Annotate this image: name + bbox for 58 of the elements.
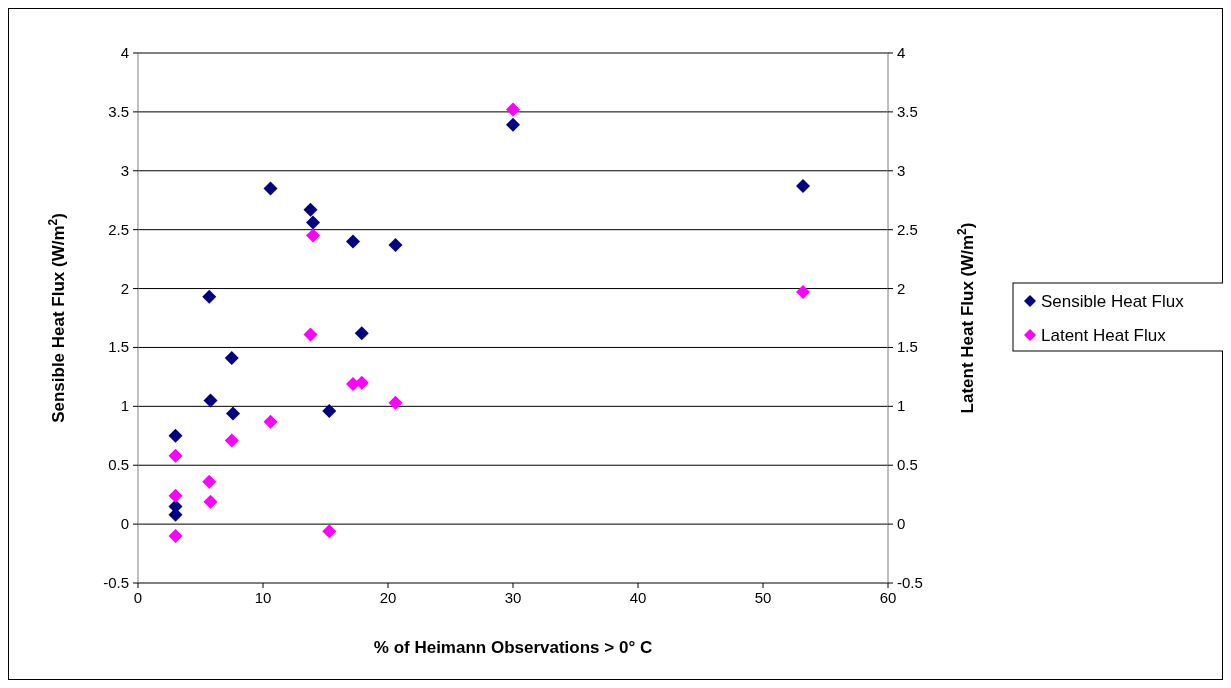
y-tick-label: -0.5 bbox=[103, 574, 129, 591]
point bbox=[322, 524, 337, 539]
y2-tick-label: 2 bbox=[897, 279, 906, 297]
y2-tick-label: 3.5 bbox=[897, 102, 918, 120]
point bbox=[796, 179, 810, 194]
y2-tick-label: 0.5 bbox=[897, 456, 918, 474]
point bbox=[224, 433, 239, 448]
y-tick-label: 0 bbox=[120, 515, 129, 533]
point bbox=[306, 215, 320, 230]
point bbox=[263, 414, 278, 429]
point bbox=[168, 488, 183, 503]
y-tick-label: 4 bbox=[120, 44, 129, 61]
y-tick-label: 2 bbox=[120, 279, 129, 297]
point bbox=[203, 393, 218, 408]
y2-tick-label: 3 bbox=[897, 161, 906, 179]
y2-tick-label: 1.5 bbox=[897, 338, 918, 356]
x-axis-title: % of Heimann Observations > 0° C bbox=[373, 638, 653, 657]
point bbox=[168, 428, 183, 443]
point bbox=[303, 202, 318, 217]
point bbox=[354, 326, 369, 341]
y2-tick-label: 2.5 bbox=[897, 220, 918, 238]
point bbox=[354, 375, 369, 390]
y-tick-label: 3.5 bbox=[108, 102, 129, 120]
x-tick-label: 60 bbox=[879, 589, 897, 606]
y-tick-label: 1 bbox=[120, 397, 129, 415]
y-tick-label: 3 bbox=[120, 161, 129, 179]
y2-tick-label: 1 bbox=[897, 397, 906, 415]
point bbox=[224, 351, 239, 366]
y2-tick-label: 4 bbox=[897, 44, 906, 61]
point bbox=[263, 181, 278, 196]
point bbox=[506, 102, 520, 117]
x-tick-label: 10 bbox=[254, 589, 272, 606]
x-tick-label: 0 bbox=[133, 589, 143, 606]
point bbox=[303, 327, 318, 342]
point bbox=[203, 494, 218, 509]
point bbox=[796, 285, 810, 300]
point bbox=[346, 234, 360, 249]
x-tick-label: 50 bbox=[754, 589, 772, 606]
point bbox=[388, 237, 403, 252]
y-tick-label: 0.5 bbox=[108, 456, 129, 474]
point bbox=[202, 289, 217, 304]
y2-tick-label: -0.5 bbox=[897, 574, 923, 591]
point bbox=[168, 528, 183, 543]
legend-label: Latent Heat Flux bbox=[1041, 326, 1167, 345]
y2-tick-label: 0 bbox=[897, 515, 906, 533]
legend-label: Sensible Heat Flux bbox=[1041, 292, 1185, 311]
point bbox=[168, 448, 183, 463]
point bbox=[506, 117, 520, 132]
point bbox=[322, 404, 337, 419]
point bbox=[226, 406, 240, 421]
x-tick-label: 40 bbox=[629, 589, 647, 606]
point bbox=[306, 228, 320, 243]
y-tick-label: 1.5 bbox=[108, 338, 129, 356]
x-tick-label: 20 bbox=[379, 589, 397, 606]
point bbox=[388, 395, 403, 410]
y-tick-label: 2.5 bbox=[108, 220, 129, 238]
point bbox=[202, 474, 217, 489]
x-tick-label: 30 bbox=[504, 589, 522, 606]
